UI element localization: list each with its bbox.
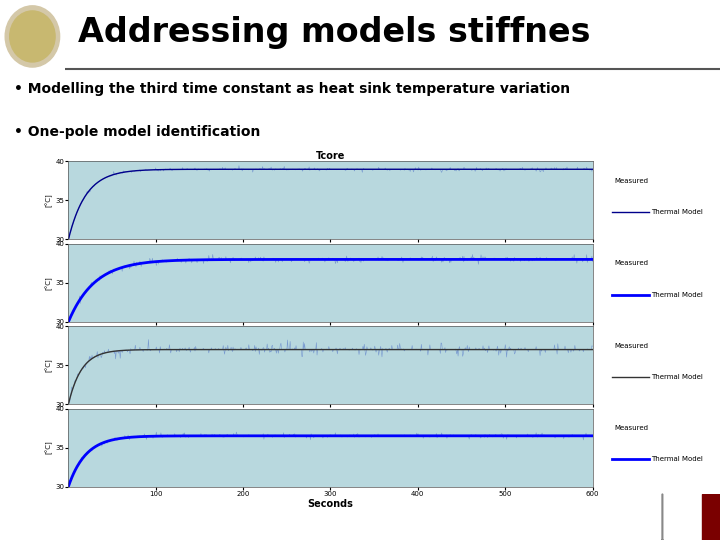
Text: • Modelling the third time constant as heat sink temperature variation: • Modelling the third time constant as h…: [14, 82, 570, 96]
Text: • One-pole model identification: • One-pole model identification: [14, 125, 261, 139]
Y-axis label: [°C]: [°C]: [45, 276, 53, 289]
Circle shape: [5, 6, 60, 67]
Text: Thermal Model: Thermal Model: [651, 209, 703, 215]
Text: Thermal Model: Thermal Model: [651, 456, 703, 462]
Text: Measured: Measured: [615, 260, 649, 266]
X-axis label: Tcore: Tcore: [318, 410, 343, 418]
Text: Thermal Model: Thermal Model: [651, 374, 703, 380]
X-axis label: Tcore: Tcore: [318, 327, 343, 336]
Y-axis label: [°C]: [°C]: [45, 441, 53, 454]
Title: Tcore: Tcore: [316, 151, 345, 161]
Text: Thermal Model: Thermal Model: [651, 292, 703, 298]
Text: Measured: Measured: [615, 343, 649, 349]
Bar: [702, 494, 720, 540]
X-axis label: Seconds: Seconds: [307, 500, 354, 509]
Text: Addressing models stiffnes: Addressing models stiffnes: [78, 16, 590, 49]
Circle shape: [10, 11, 55, 62]
Text: ALMA MATER STUDIORUM * UNIVERSITÀ DI BOLOGNA: ALMA MATER STUDIORUM * UNIVERSITÀ DI BOL…: [330, 512, 534, 522]
Y-axis label: [°C]: [°C]: [45, 359, 53, 372]
Text: Measured: Measured: [615, 425, 649, 431]
Y-axis label: [°C]: [°C]: [45, 194, 53, 207]
X-axis label: Tcore: Tcore: [318, 245, 343, 254]
Text: Measured: Measured: [615, 178, 649, 184]
